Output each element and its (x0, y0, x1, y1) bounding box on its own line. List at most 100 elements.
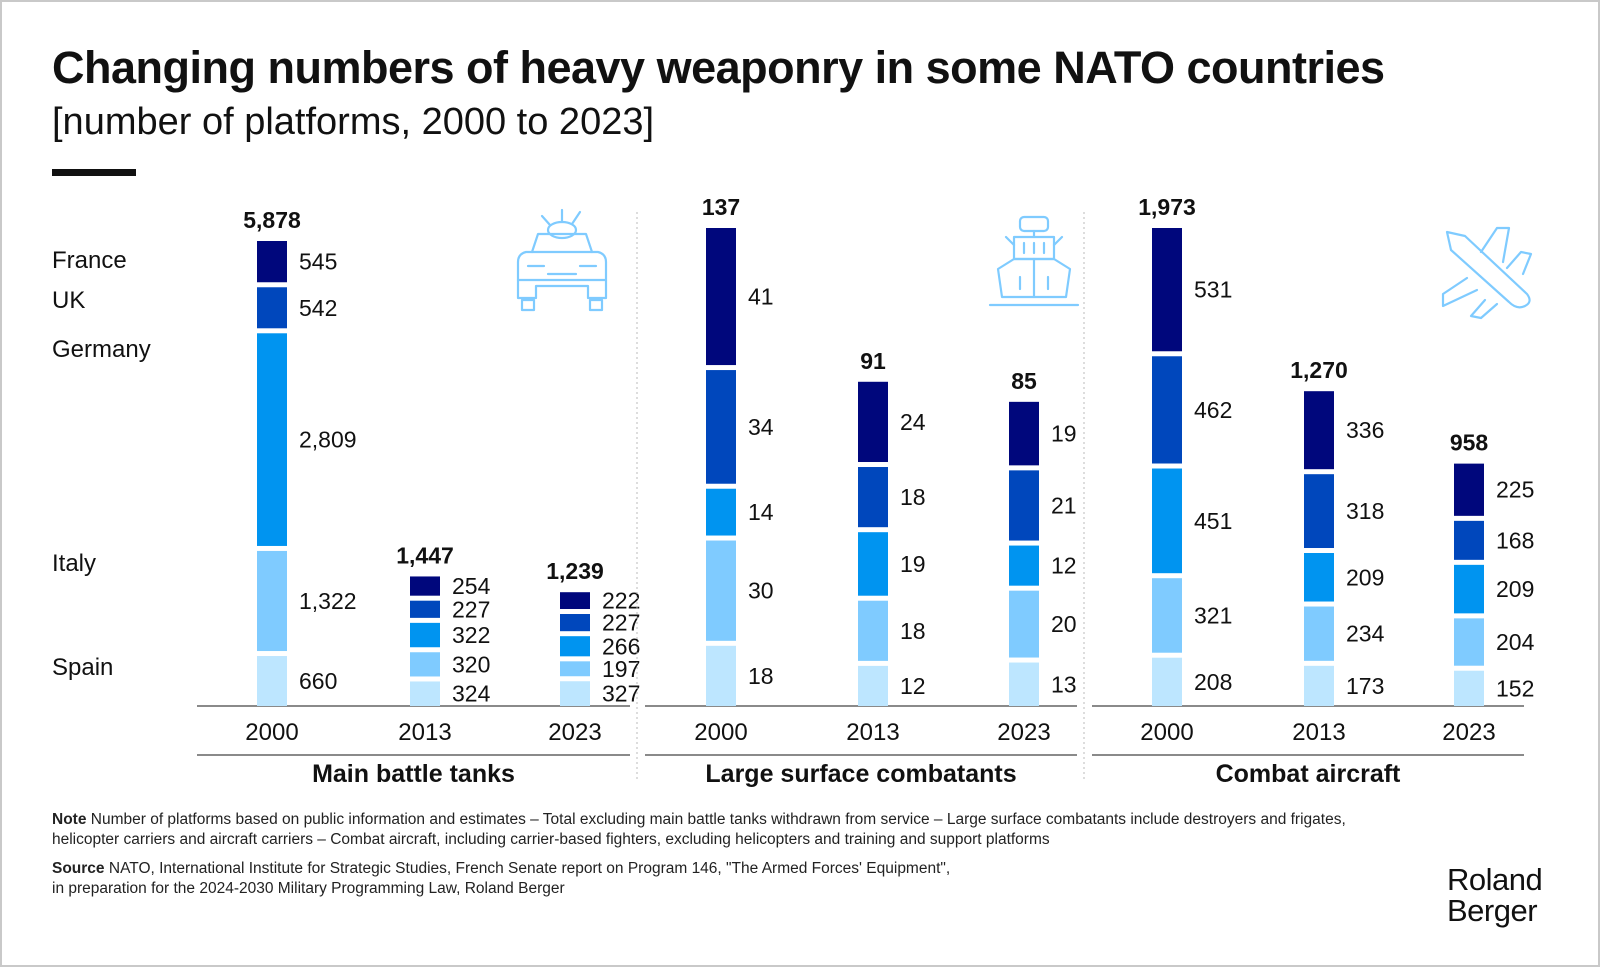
bar-segment-italy (410, 652, 440, 677)
bar-segment-germany (706, 488, 736, 536)
data-label: 227 (602, 610, 640, 636)
bar-segment-france (410, 576, 440, 596)
tank-icon (516, 208, 608, 312)
data-label: 222 (602, 588, 640, 614)
total-label: 137 (702, 194, 740, 220)
bar-segment-uk (706, 370, 736, 484)
bar-segment-uk (1152, 356, 1182, 464)
data-label: 209 (1346, 564, 1384, 590)
note-label: Note (52, 811, 87, 828)
data-label: 204 (1496, 629, 1535, 655)
fighter-jet-icon (1441, 226, 1533, 320)
bar-segment-france (257, 241, 287, 283)
bar-segment-germany (410, 622, 440, 648)
data-label: 20 (1051, 611, 1077, 637)
total-label: 1,239 (546, 558, 604, 584)
data-label: 266 (602, 633, 640, 659)
legend-label-spain: Spain (52, 654, 113, 681)
bar-segment-france (560, 592, 590, 610)
bar-segment-france (1304, 391, 1334, 470)
data-label: 2,809 (299, 427, 357, 453)
bar-segment-spain (706, 645, 736, 706)
panel-title: Combat aircraft (1216, 760, 1401, 788)
bar-segment-spain (1454, 670, 1484, 706)
data-label: 1,322 (299, 588, 357, 614)
bar-segment-france (706, 228, 736, 366)
chart-subtitle: [number of platforms, 2000 to 2023] (52, 101, 655, 143)
data-label: 18 (748, 663, 774, 689)
source-label: Source (52, 860, 105, 877)
bar-segment-spain (1152, 657, 1182, 706)
title-underline (52, 169, 136, 176)
bar-segment-spain (257, 656, 287, 706)
data-label: 21 (1051, 492, 1077, 518)
data-label: 318 (1346, 498, 1384, 524)
bar-segment-italy (1152, 578, 1182, 653)
data-label: 545 (299, 249, 337, 275)
data-label: 30 (748, 578, 774, 604)
panel-title: Large surface combatants (705, 760, 1016, 788)
x-tick-label: 2000 (694, 719, 747, 746)
total-label: 1,447 (396, 542, 454, 568)
data-label: 24 (900, 409, 926, 435)
bar-segment-spain (1009, 662, 1039, 706)
data-label: 18 (900, 618, 926, 644)
data-label: 336 (1346, 417, 1384, 443)
x-tick-label: 2023 (1442, 719, 1495, 746)
total-label: 85 (1011, 368, 1037, 394)
source-line-2: in preparation for the 2024-2030 Militar… (52, 880, 565, 897)
data-label: 12 (900, 673, 926, 699)
bar-segment-italy (560, 661, 590, 677)
panel-title: Main battle tanks (312, 760, 515, 788)
data-label: 327 (602, 681, 640, 707)
panel-large-surface-combatants: Large surface combatants 2000 18 30 14 34 41 13… (645, 194, 1080, 788)
chart-title: Changing numbers of heavy weaponry in so… (52, 42, 1385, 93)
data-label: 209 (1496, 576, 1534, 602)
stacked-bar-charts: Main battle tanks 2000 660 1,322 2,809 542 545… (52, 194, 1535, 788)
logo-line-2: Berger (1447, 893, 1538, 928)
legend-label-france: France (52, 247, 127, 274)
legend-label-uk: UK (52, 287, 85, 314)
data-label: 152 (1496, 675, 1534, 701)
data-label: 462 (1194, 397, 1232, 423)
bar-segment-spain (410, 681, 440, 706)
bar-segment-france (1009, 401, 1039, 466)
bar-segment-germany (560, 636, 590, 657)
note: Note Number of platforms based on public… (52, 810, 1382, 850)
roland-berger-logo: Roland Berger (1447, 864, 1543, 928)
data-label: 234 (1346, 621, 1385, 647)
bar-segment-germany (1454, 564, 1484, 614)
bar-segment-spain (1304, 665, 1334, 706)
data-label: 168 (1496, 527, 1534, 553)
bar-segment-germany (1152, 468, 1182, 574)
bar-segment-uk (858, 467, 888, 528)
bar-segment-france (858, 381, 888, 463)
bar-segment-germany (1009, 545, 1039, 586)
x-tick-label: 2023 (548, 719, 601, 746)
bar-segment-italy (858, 600, 888, 661)
bar-segment-italy (706, 540, 736, 641)
data-label: 660 (299, 668, 337, 694)
bar-segment-uk (257, 287, 287, 329)
data-label: 18 (900, 484, 926, 510)
x-tick-label: 2013 (1292, 719, 1345, 746)
bar-segment-spain (858, 665, 888, 706)
data-label: 225 (1496, 477, 1534, 503)
bar-segment-germany (257, 333, 287, 546)
bar-segment-uk (1304, 474, 1334, 549)
data-label: 542 (299, 295, 337, 321)
note-text: Number of platforms based on public info… (52, 811, 1346, 848)
bar-segment-italy (1304, 606, 1334, 661)
data-label: 531 (1194, 277, 1232, 303)
data-label: 324 (452, 681, 491, 707)
x-tick-label: 2000 (1140, 719, 1193, 746)
data-label: 14 (748, 499, 774, 525)
data-label: 321 (1194, 602, 1232, 628)
data-label: 19 (1051, 421, 1077, 447)
ship-icon (988, 215, 1080, 307)
data-label: 19 (900, 551, 926, 577)
bar-segment-germany (1304, 553, 1334, 602)
data-label: 173 (1346, 673, 1384, 699)
